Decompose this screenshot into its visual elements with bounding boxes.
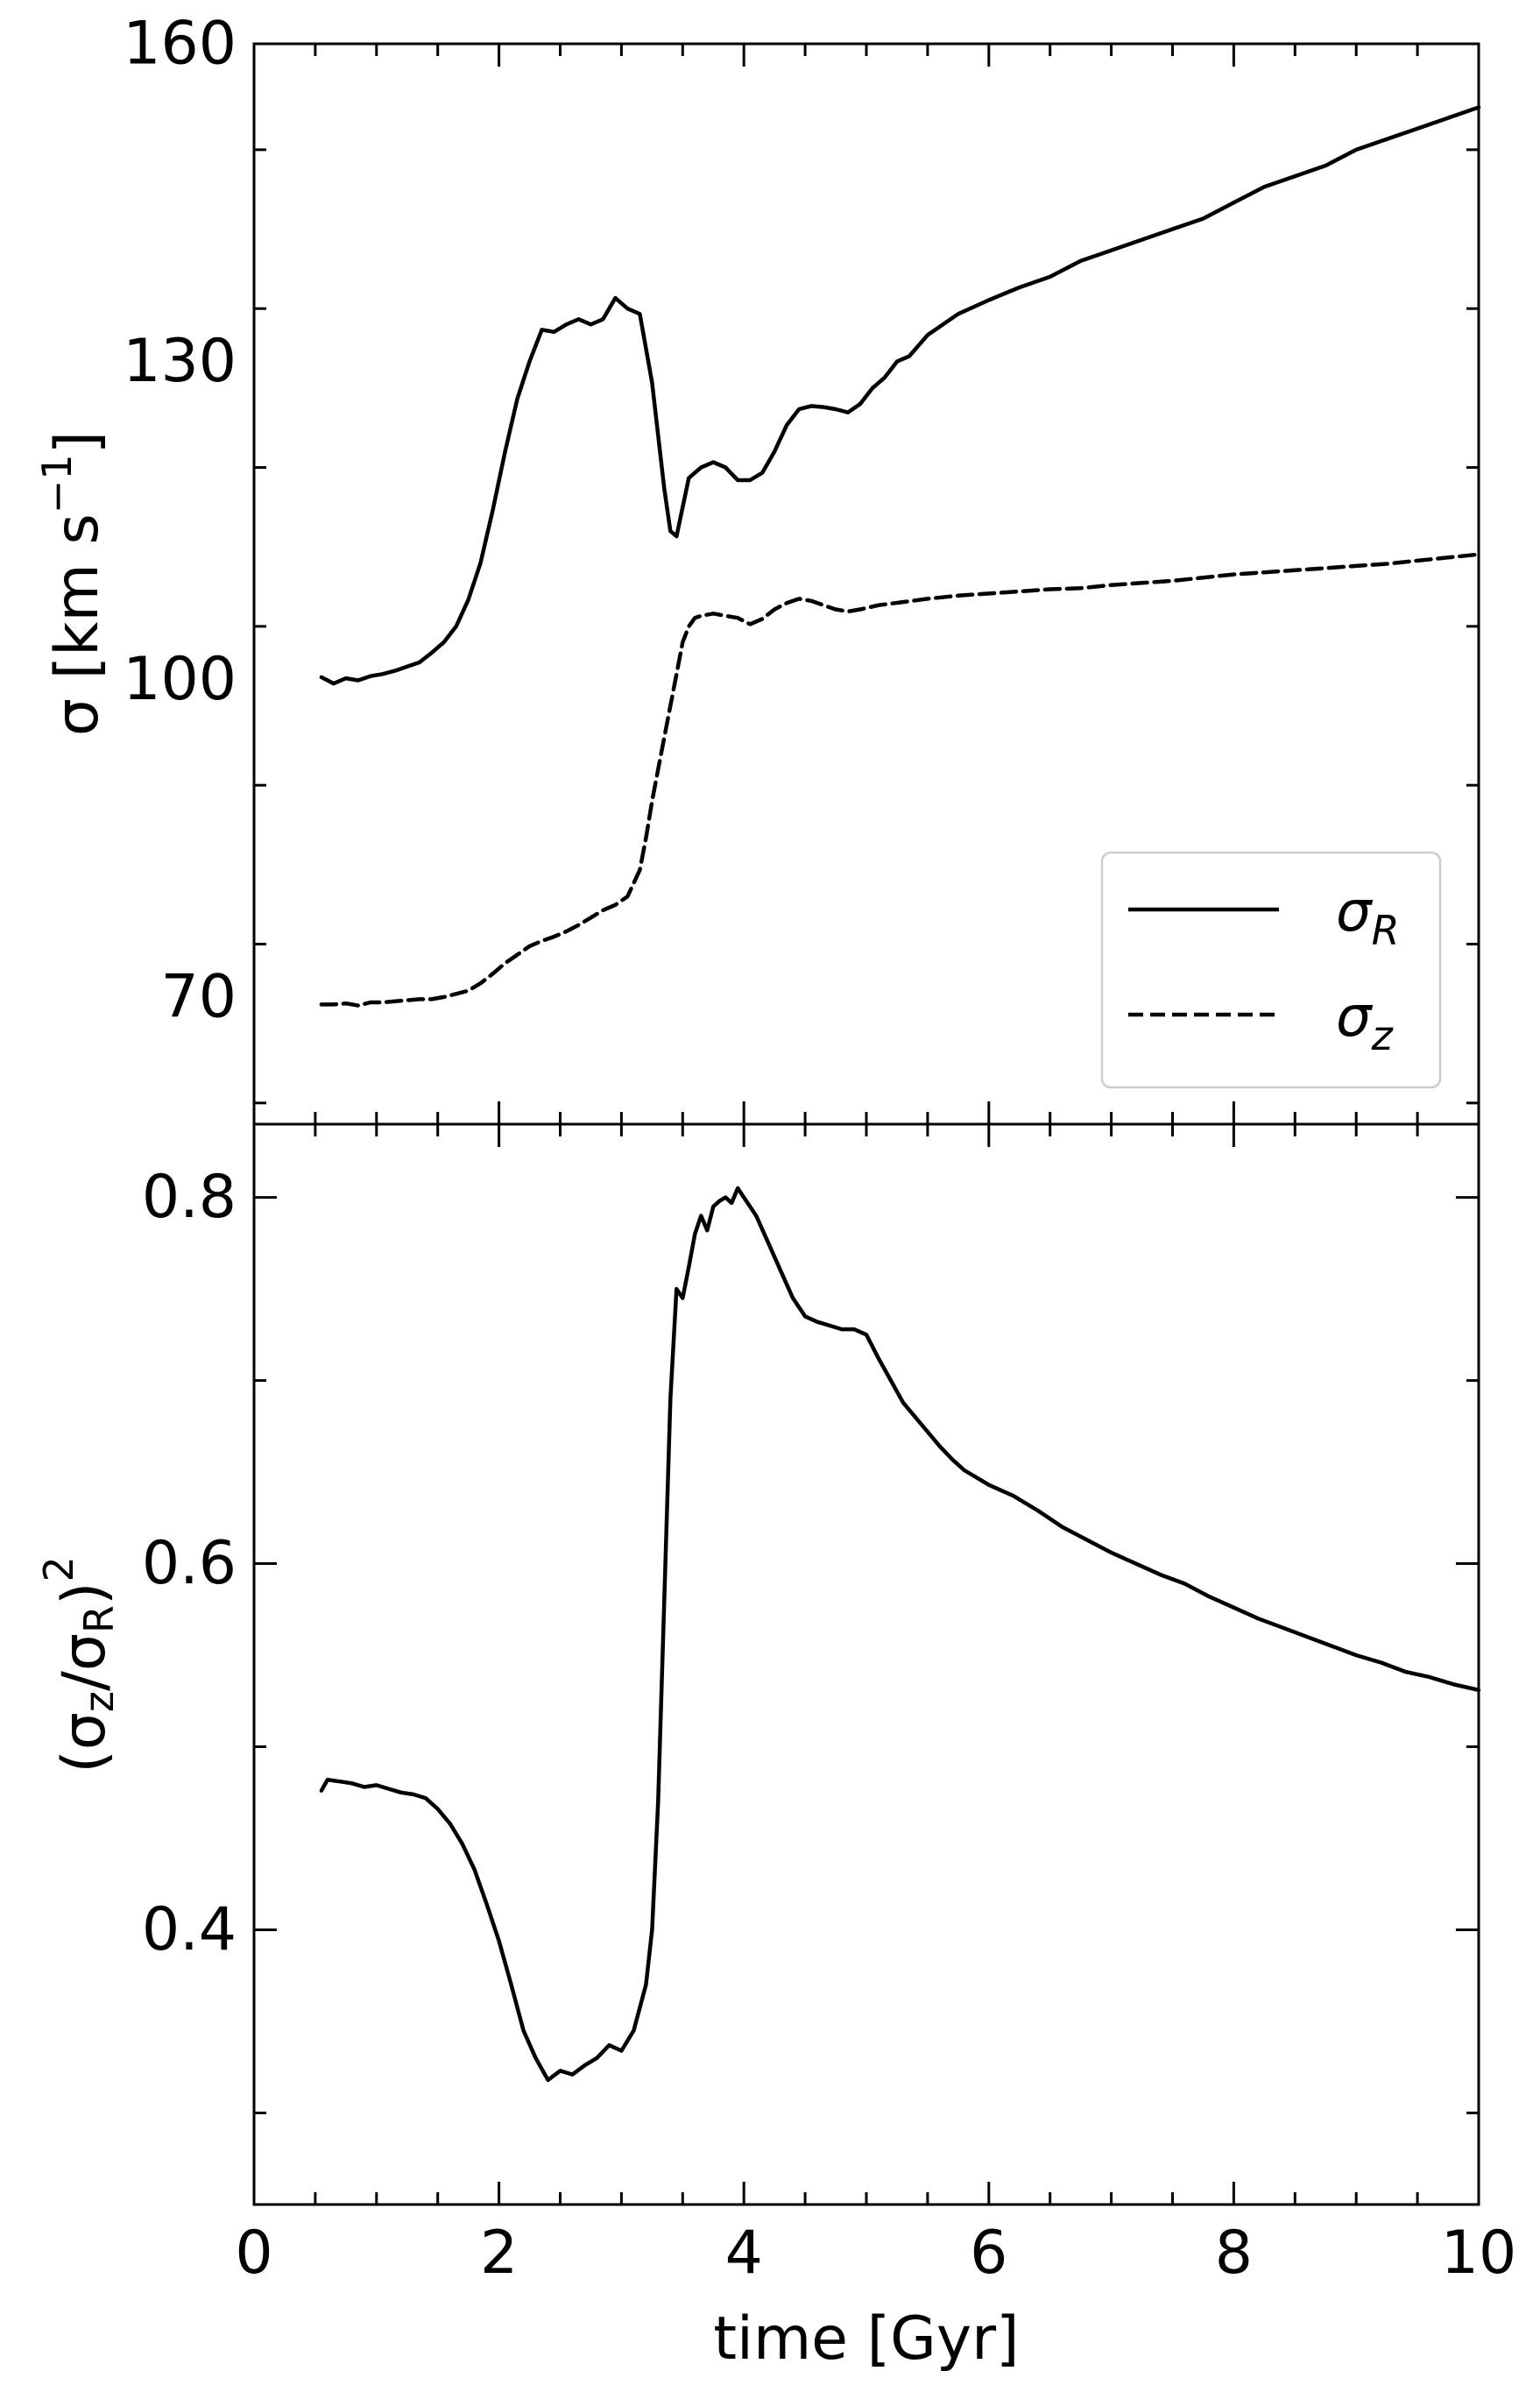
top-panel: 70 100 130 160 σ [km s−1] σR σz (33, 10, 1481, 1126)
top-y-tick-label: 130 (123, 327, 237, 396)
bottom-y-tick-label: 0.6 (142, 1529, 237, 1598)
bottom-panel: 0.4 0.6 0.8 0 2 4 6 8 10 (σz/σR)2 time [Gyr] (35, 1122, 1516, 2374)
bottom-panel-y-axis-label: (σz/σR)2 (35, 1556, 123, 1773)
x-tick-label: 10 (1441, 2219, 1517, 2288)
top-y-tick-label: 70 (160, 962, 237, 1031)
x-tick-label: 4 (725, 2219, 763, 2288)
x-tick-label: 2 (480, 2219, 518, 2288)
x-tick-label: 0 (235, 2219, 272, 2288)
top-y-tick-label: 160 (123, 10, 237, 79)
top-y-tick-label: 100 (123, 645, 237, 714)
legend: σR σz (1100, 851, 1442, 1089)
top-series-line-sigma-z (319, 552, 1481, 1008)
legend-label-sigma-r: σR (1336, 880, 1400, 954)
bottom-y-tick-label: 0.8 (142, 1163, 237, 1232)
bottom-panel-ticks (252, 1124, 1480, 2205)
top-panel-series (319, 105, 1481, 1008)
bottom-panel-frame (252, 1122, 1480, 2206)
legend-label-sigma-z: σz (1336, 985, 1394, 1059)
top-series-line-sigma-r (319, 105, 1481, 686)
bottom-series-line-ratio (319, 1185, 1481, 2083)
top-panel-ticks (252, 44, 1480, 1124)
x-tick-label: 6 (970, 2219, 1007, 2288)
top-panel-y-axis-label: σ [km s−1] (33, 431, 112, 736)
x-tick-label: 8 (1215, 2219, 1253, 2288)
bottom-y-tick-label: 0.4 (142, 1895, 237, 1964)
bottom-panel-series (319, 1185, 1481, 2083)
x-axis-label: time [Gyr] (713, 2304, 1019, 2374)
bottom-panel-tick-labels: 0.4 0.6 0.8 0 2 4 6 8 10 (142, 1163, 1516, 2288)
top-panel-tick-labels: 70 100 130 160 (123, 10, 237, 1032)
